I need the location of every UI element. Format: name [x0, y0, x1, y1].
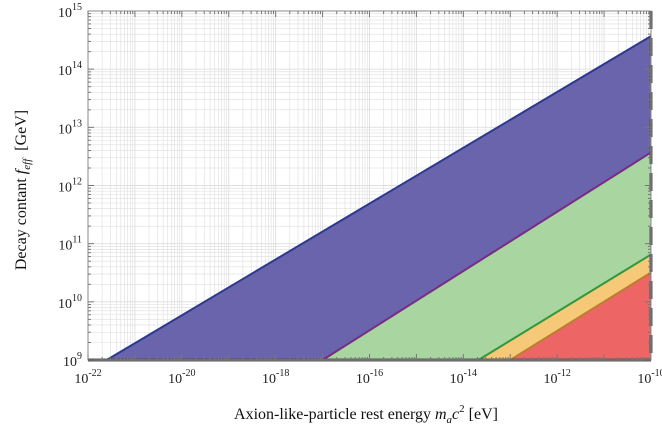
- y-tick-label: 1014: [58, 60, 82, 79]
- x-tick-exponent: -22: [88, 368, 101, 379]
- x-tick-base: 10: [262, 372, 276, 387]
- y-tick-exponent: 9: [77, 351, 82, 362]
- y-tick-exponent: 12: [72, 177, 82, 188]
- y-tick-label: 1011: [58, 235, 82, 254]
- y-tick-label: 1010: [58, 293, 82, 312]
- x-tick-base: 10: [637, 372, 651, 387]
- y-tick-base: 10: [58, 122, 72, 137]
- x-tick-label: 10-22: [74, 368, 101, 387]
- x-tick-label: 10-12: [543, 368, 570, 387]
- y-tick-base: 10: [58, 239, 72, 254]
- y-axis-title-unit: [GeV]: [13, 110, 30, 159]
- y-axis-title-symbol: f: [13, 167, 30, 174]
- y-tick-base: 10: [63, 355, 77, 370]
- x-axis-title-symbol-sub: a: [447, 414, 453, 426]
- y-tick-label: 1012: [58, 177, 82, 196]
- x-tick-label: 10-14: [450, 368, 477, 387]
- y-axis-title: Decay contant feff [GeV]: [13, 110, 33, 270]
- x-tick-label: 10-20: [168, 368, 195, 387]
- x-tick-base: 10: [168, 372, 182, 387]
- y-tick-label: 109: [63, 351, 82, 370]
- x-tick-exponent: -20: [182, 368, 195, 379]
- x-axis-title-symbol-sup: 2: [459, 403, 465, 415]
- region-edge-2: [322, 151, 652, 361]
- x-tick-exponent: -18: [276, 368, 289, 379]
- x-axis-title-unit: [eV]: [465, 406, 498, 423]
- y-tick-exponent: 14: [72, 60, 82, 71]
- y-tick-exponent: 15: [72, 2, 82, 13]
- y-axis-title-symbol-sub: eff: [21, 157, 33, 170]
- x-tick-exponent: -14: [464, 368, 477, 379]
- x-tick-exponent: -12: [557, 368, 570, 379]
- y-tick-label: 1015: [58, 2, 82, 21]
- x-tick-base: 10: [450, 372, 464, 387]
- x-axis-title-symbol-tail: c: [452, 406, 459, 423]
- region-edge-1: [106, 35, 652, 361]
- x-tick-base: 10: [74, 372, 88, 387]
- x-axis-title-prefix: Axion-like-particle rest energy: [234, 406, 435, 423]
- y-tick-exponent: 13: [72, 118, 82, 129]
- region-edge-4: [509, 271, 652, 361]
- x-tick-label: 10-16: [356, 368, 383, 387]
- y-tick-base: 10: [58, 181, 72, 196]
- ticks: [87, 11, 651, 361]
- x-axis-title: Axion-like-particle rest energy mac2 [eV…: [234, 403, 498, 426]
- x-tick-base: 10: [543, 372, 557, 387]
- y-tick-exponent: 11: [72, 235, 82, 246]
- y-tick-base: 10: [58, 6, 72, 21]
- x-axis-title-symbol: m: [435, 406, 447, 423]
- x-tick-base: 10: [356, 372, 370, 387]
- y-tick-exponent: 10: [72, 293, 82, 304]
- x-tick-exponent: -16: [370, 368, 383, 379]
- y-axis-title-prefix: Decay contant: [13, 174, 30, 270]
- y-tick-label: 1013: [58, 118, 82, 137]
- x-tick-label: 10-10: [637, 368, 662, 387]
- region-edges: [106, 35, 652, 361]
- region-edge-3: [477, 253, 652, 361]
- y-tick-base: 10: [58, 64, 72, 79]
- x-tick-label: 10-18: [262, 368, 289, 387]
- x-tick-exponent: -10: [651, 368, 662, 379]
- y-tick-base: 10: [58, 297, 72, 312]
